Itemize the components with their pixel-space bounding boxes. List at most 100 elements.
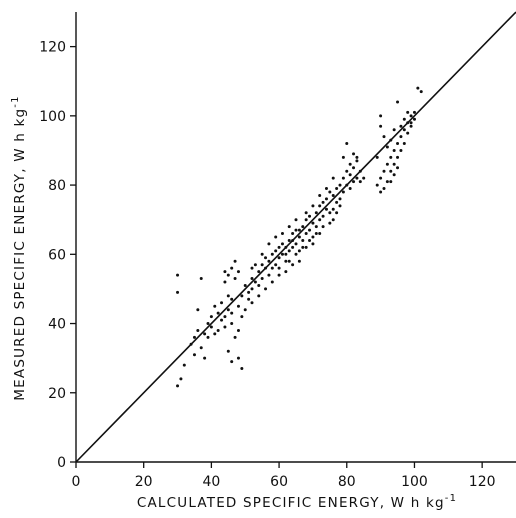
data-point (335, 211, 339, 215)
data-point (220, 318, 224, 322)
data-point (341, 176, 345, 180)
data-point (223, 270, 227, 274)
data-point (389, 180, 393, 184)
data-point (294, 252, 298, 256)
data-point (392, 162, 396, 166)
data-point (226, 294, 230, 298)
data-point (396, 100, 400, 104)
data-point (382, 135, 386, 139)
data-point (318, 204, 322, 208)
data-point (308, 214, 312, 218)
data-point (213, 332, 217, 336)
y-tick-label: 0 (57, 455, 66, 471)
data-point (396, 142, 400, 146)
data-point (385, 180, 389, 184)
data-point (176, 273, 180, 277)
data-point (220, 301, 224, 305)
y-tick-label: 20 (48, 386, 66, 402)
data-point (250, 301, 254, 305)
data-point (382, 169, 386, 173)
data-point (409, 114, 413, 118)
data-point (243, 308, 247, 312)
data-point (294, 218, 298, 222)
data-point (399, 148, 403, 152)
x-tick-label: 120 (469, 474, 496, 490)
data-point (348, 173, 352, 177)
data-point (328, 190, 332, 194)
data-point (406, 121, 410, 125)
data-point (196, 308, 200, 312)
data-point (331, 193, 335, 197)
data-point (348, 187, 352, 191)
data-point (199, 277, 203, 281)
data-point (226, 349, 230, 353)
data-point (199, 346, 203, 350)
data-point (297, 259, 301, 263)
data-point (402, 128, 406, 132)
data-point (260, 263, 264, 267)
data-point (192, 335, 196, 339)
data-point (409, 121, 413, 125)
data-point (179, 377, 183, 381)
data-point (311, 204, 315, 208)
data-point (253, 263, 257, 267)
data-point (243, 283, 247, 287)
data-point (291, 238, 295, 242)
data-point (270, 252, 274, 256)
data-point (203, 356, 207, 360)
data-point (389, 169, 393, 173)
data-point (335, 200, 339, 204)
data-point (324, 187, 328, 191)
data-point (304, 245, 308, 249)
data-point (328, 211, 332, 215)
data-point (294, 242, 298, 246)
data-point (240, 367, 244, 371)
data-point (216, 311, 220, 315)
data-point (223, 325, 227, 329)
data-point (247, 297, 251, 301)
data-point (331, 207, 335, 211)
data-point (230, 266, 234, 270)
data-point (284, 245, 288, 249)
data-point (206, 335, 210, 339)
data-point (396, 155, 400, 159)
data-point (247, 290, 251, 294)
data-point (233, 335, 237, 339)
data-point (311, 221, 315, 225)
data-point (321, 225, 325, 229)
data-point (392, 173, 396, 177)
data-point (257, 270, 261, 274)
x-tick-label: 60 (270, 474, 288, 490)
data-point (358, 169, 362, 173)
data-point (375, 183, 379, 187)
data-point (379, 190, 383, 194)
data-point (301, 225, 305, 229)
data-point (297, 249, 301, 253)
data-point (230, 311, 234, 315)
data-point (233, 259, 237, 263)
data-point (362, 176, 366, 180)
data-point (402, 142, 406, 146)
data-point (416, 86, 420, 90)
data-point (399, 135, 403, 139)
data-point (338, 204, 342, 208)
data-point (253, 280, 257, 284)
data-point (392, 148, 396, 152)
data-point (277, 256, 281, 260)
data-point (318, 218, 322, 222)
reference-diagonal-line (75, 11, 516, 463)
data-point (355, 176, 359, 180)
data-point (314, 225, 318, 229)
data-point (270, 280, 274, 284)
data-point (392, 128, 396, 132)
data-point (379, 114, 383, 118)
data-point (274, 249, 278, 253)
data-point (301, 238, 305, 242)
y-axis-ticks: 0 20 40 60 80 100 120 (39, 40, 76, 471)
data-point (291, 263, 295, 267)
data-point (419, 90, 423, 94)
data-point (331, 218, 335, 222)
data-point (264, 256, 268, 260)
y-tick-label: 60 (48, 247, 66, 263)
